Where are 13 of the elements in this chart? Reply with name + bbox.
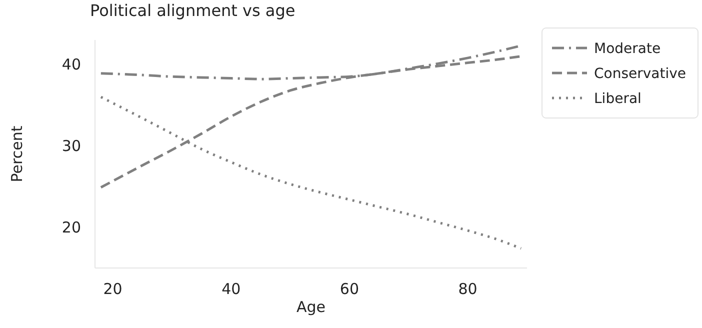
- y-tick-label: 30: [62, 136, 81, 155]
- x-tick-label: 40: [222, 280, 241, 298]
- legend-label: Conservative: [594, 66, 686, 82]
- y-tick-label: 20: [62, 218, 81, 236]
- y-tick-label: 40: [62, 55, 81, 74]
- legend-label: Moderate: [594, 41, 661, 57]
- chart-title: Political alignment vs age: [90, 1, 296, 20]
- x-tick-label: 60: [340, 280, 360, 298]
- x-tick-label: 80: [458, 280, 478, 298]
- x-tick-label: 20: [103, 280, 122, 298]
- legend-label: Liberal: [594, 91, 642, 107]
- x-axis-title: Age: [296, 298, 326, 316]
- y-axis-title: Percent: [8, 126, 26, 182]
